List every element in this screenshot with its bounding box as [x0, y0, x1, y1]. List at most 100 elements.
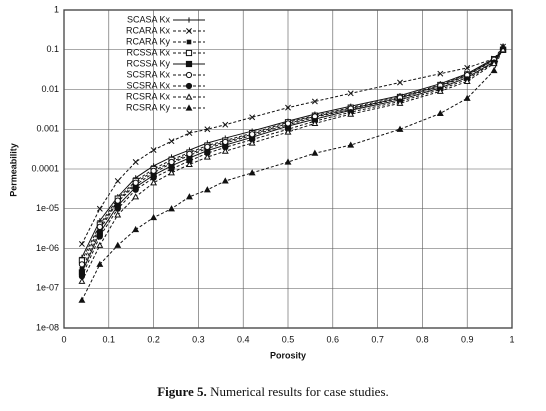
legend-label: RCARA Ky: [126, 36, 171, 46]
marker: [96, 205, 103, 212]
marker: [186, 130, 193, 137]
marker: [114, 241, 122, 248]
legend-label: SCSRA Kx: [126, 80, 170, 90]
x-tick-label: 0.1: [103, 334, 116, 344]
marker: [132, 159, 139, 165]
marker: [397, 79, 403, 86]
marker: [284, 128, 292, 135]
marker: [499, 42, 507, 50]
series-line: [81, 46, 504, 301]
marker: [436, 87, 444, 94]
series-line: [81, 46, 504, 245]
marker: [248, 169, 256, 176]
x-tick-label: 0: [61, 334, 66, 344]
caption: Figure 5. Numerical results for case stu…: [157, 384, 389, 399]
y-axis-label: Permeability: [8, 143, 18, 197]
x-tick-label: 0.5: [282, 334, 295, 344]
marker: [96, 223, 103, 230]
x-tick-label: 0.8: [416, 334, 429, 344]
legend-label: RCARA Kx: [126, 25, 171, 35]
marker: [114, 178, 121, 184]
marker: [185, 193, 193, 200]
marker: [490, 59, 498, 67]
marker: [150, 147, 157, 153]
marker: [203, 186, 211, 193]
legend-marker: [185, 104, 193, 111]
marker: [186, 150, 193, 157]
y-tick-label: 0.001: [36, 124, 59, 134]
marker: [222, 121, 229, 128]
legend-marker: [185, 93, 193, 100]
legend-label: RCSRA Ky: [126, 102, 171, 112]
marker: [96, 260, 104, 267]
marker: [78, 296, 86, 303]
caption-label: Figure 5.: [157, 384, 207, 399]
y-tick-label: 1e-06: [36, 243, 59, 253]
marker: [284, 158, 292, 165]
y-tick-label: 1e-05: [36, 203, 59, 213]
marker: [168, 169, 175, 176]
marker: [222, 138, 229, 146]
y-tick-label: 1e-08: [36, 322, 59, 332]
marker: [221, 147, 229, 154]
marker: [436, 109, 444, 117]
legend-marker: [185, 60, 193, 68]
marker: [114, 197, 121, 204]
marker: [204, 143, 211, 150]
marker: [96, 233, 103, 240]
marker: [204, 126, 211, 133]
series-line: [81, 49, 504, 282]
y-tick-label: 1: [54, 4, 59, 14]
y-tick-label: 0.01: [41, 84, 59, 94]
series-line: [81, 49, 504, 277]
y-tick-label: 0.0001: [31, 163, 59, 173]
marker: [249, 114, 256, 121]
legend-marker: [185, 71, 193, 79]
x-tick-label: 0.7: [371, 334, 384, 344]
x-tick-label: 0.9: [461, 334, 474, 344]
legend-marker: [186, 28, 192, 34]
marker: [168, 138, 175, 145]
marker: [96, 241, 104, 248]
legend-marker: [186, 17, 192, 23]
marker: [311, 98, 318, 105]
marker: [203, 153, 211, 160]
marker: [78, 277, 86, 284]
x-tick-label: 0.3: [192, 334, 205, 344]
x-tick-label: 0.2: [147, 334, 160, 344]
marker: [396, 99, 404, 106]
legend-label: RCSRA Kx: [126, 91, 171, 101]
marker: [150, 179, 158, 186]
legend-label: RCSSA Kx: [126, 47, 170, 57]
marker: [284, 120, 292, 127]
legend-marker: [185, 49, 193, 57]
marker: [311, 119, 319, 127]
marker: [150, 213, 158, 221]
marker: [490, 66, 498, 74]
marker: [347, 110, 355, 117]
x-axis-label: Porosity: [270, 350, 306, 360]
marker: [347, 141, 355, 148]
marker: [132, 193, 140, 200]
legend-marker: [185, 82, 193, 90]
legend-marker: [186, 39, 192, 45]
marker: [132, 186, 139, 193]
marker: [347, 90, 354, 97]
marker: [463, 77, 471, 84]
marker: [78, 241, 85, 247]
marker: [499, 46, 507, 53]
x-tick-label: 0.6: [327, 334, 340, 344]
marker: [464, 64, 471, 71]
caption-text: Numerical results for case studies.: [210, 384, 389, 399]
legend-label: SCASA Kx: [127, 14, 171, 24]
x-tick-label: 0.4: [237, 334, 250, 344]
y-tick-label: 0.1: [46, 44, 59, 54]
marker: [285, 104, 291, 111]
y-tick-label: 1e-07: [36, 283, 59, 293]
marker: [437, 70, 444, 77]
marker: [249, 131, 256, 138]
legend-label: SCSRA Kx: [126, 69, 170, 79]
marker: [114, 211, 122, 218]
